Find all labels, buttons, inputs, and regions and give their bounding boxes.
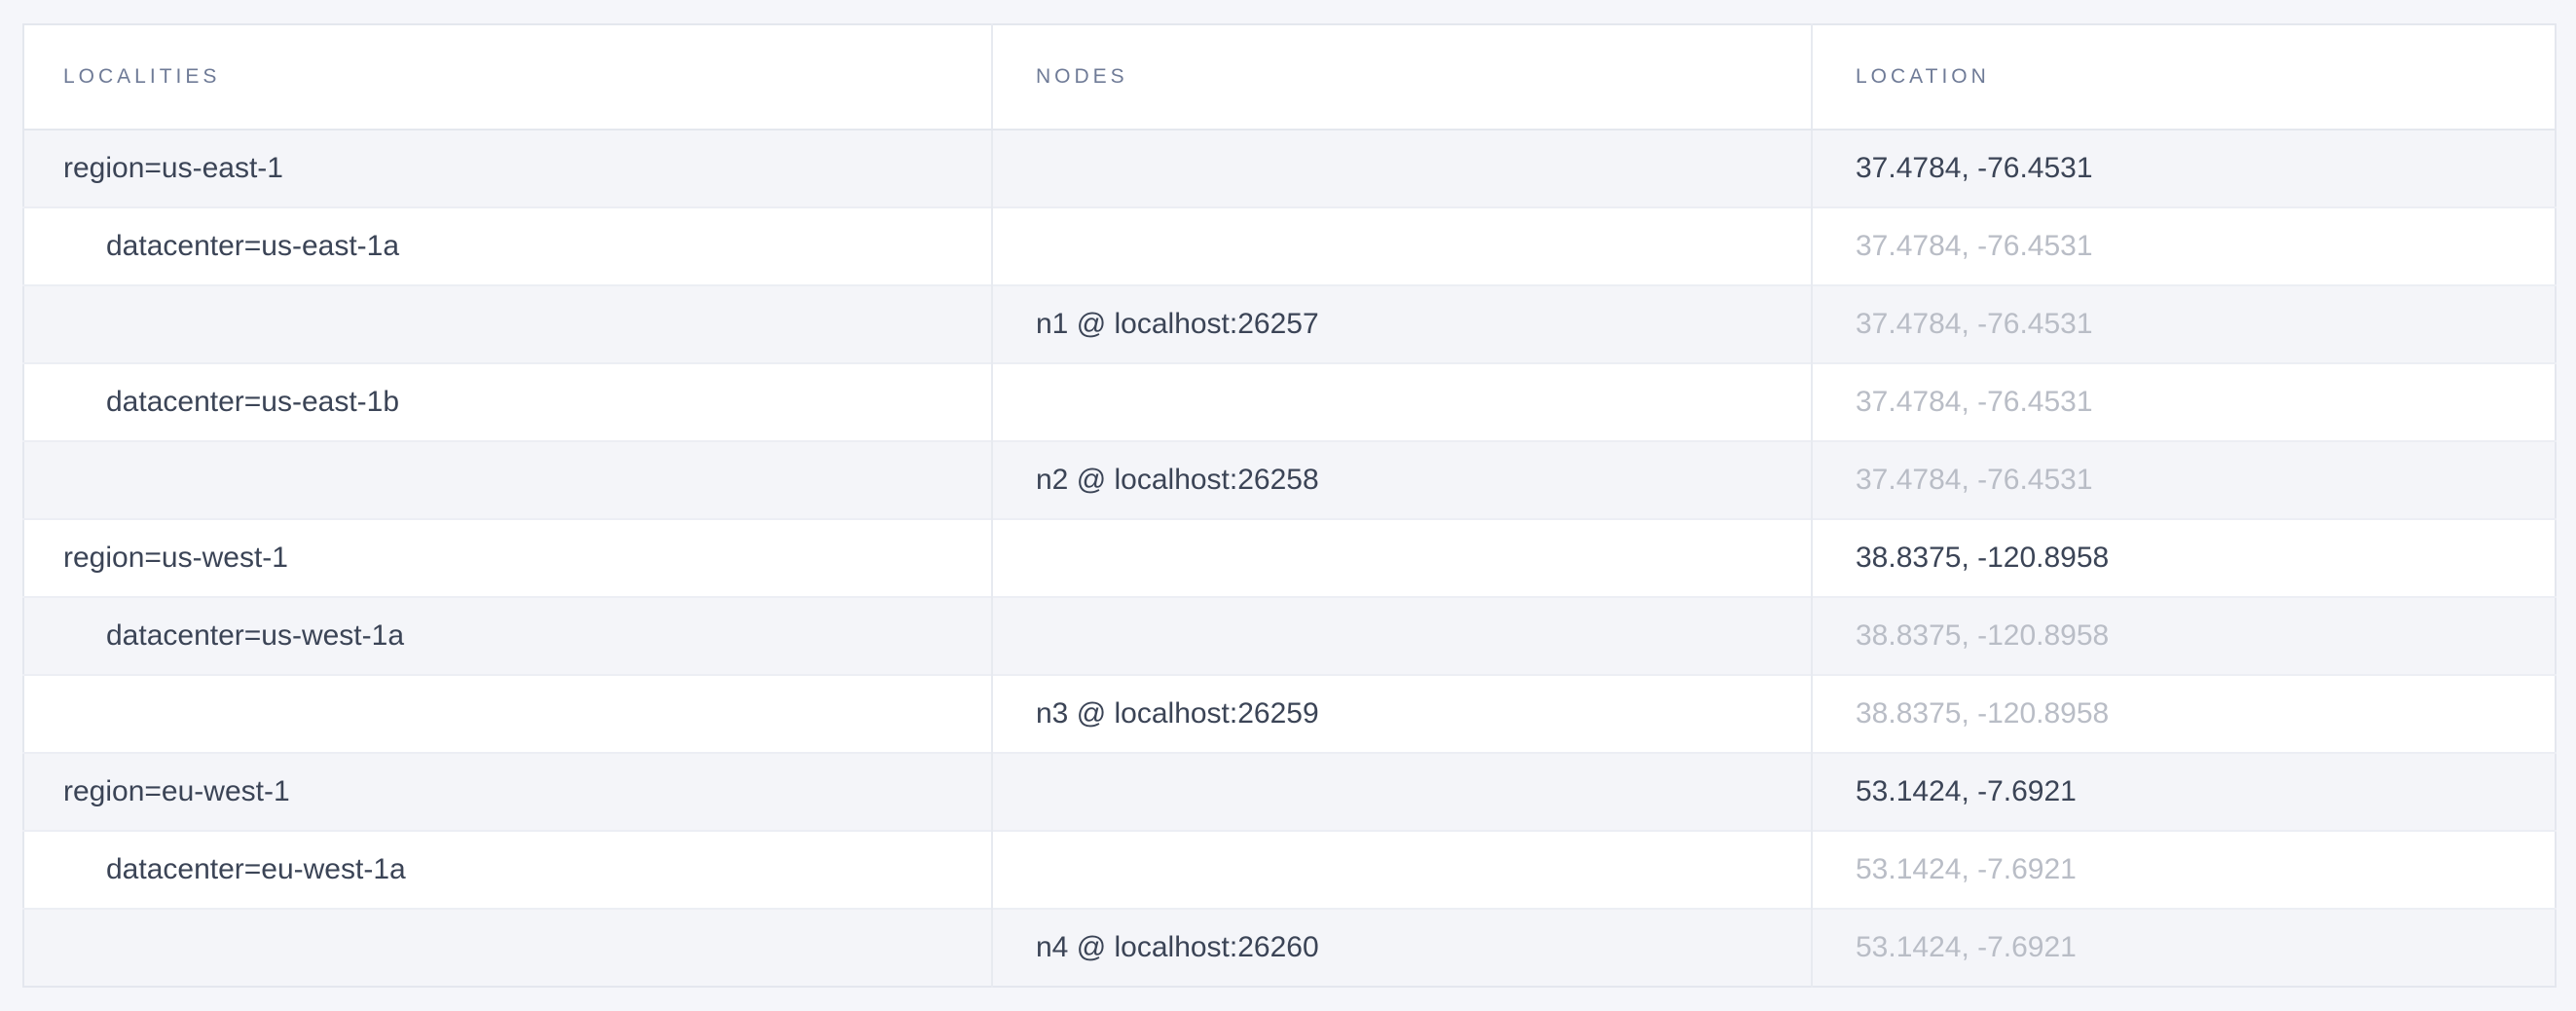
location-cell: 53.1424, -7.6921 bbox=[1811, 830, 2556, 909]
node-cell bbox=[991, 129, 1812, 207]
table-row: n2 @ localhost:26258 37.4784, -76.4531 bbox=[23, 440, 2556, 519]
header-row: LOCALITIES NODES LOCATION bbox=[23, 24, 2556, 131]
locality-cell: region=us-east-1 bbox=[23, 129, 992, 207]
locality-cell bbox=[23, 284, 992, 363]
locality-cell: region=eu-west-1 bbox=[23, 752, 992, 831]
node-cell: n2 @ localhost:26258 bbox=[991, 440, 1812, 519]
localities-table: LOCALITIES NODES LOCATION region=us-east… bbox=[22, 23, 2557, 988]
table-row: n3 @ localhost:26259 38.8375, -120.8958 bbox=[23, 674, 2556, 753]
table-body: region=us-east-1 37.4784, -76.4531 datac… bbox=[23, 129, 2556, 987]
node-cell bbox=[991, 830, 1812, 909]
column-header-location: LOCATION bbox=[1811, 24, 2556, 131]
table-row: datacenter=us-west-1a 38.8375, -120.8958 bbox=[23, 596, 2556, 675]
locality-cell bbox=[23, 674, 992, 753]
location-cell: 53.1424, -7.6921 bbox=[1811, 908, 2556, 987]
node-cell: n4 @ localhost:26260 bbox=[991, 908, 1812, 987]
node-cell bbox=[991, 206, 1812, 285]
column-header-nodes: NODES bbox=[991, 24, 1812, 131]
node-cell: n3 @ localhost:26259 bbox=[991, 674, 1812, 753]
locality-cell bbox=[23, 440, 992, 519]
column-header-localities: LOCALITIES bbox=[23, 24, 992, 131]
node-cell bbox=[991, 596, 1812, 675]
location-cell: 37.4784, -76.4531 bbox=[1811, 284, 2556, 363]
node-cell: n1 @ localhost:26257 bbox=[991, 284, 1812, 363]
node-cell bbox=[991, 362, 1812, 441]
location-cell: 53.1424, -7.6921 bbox=[1811, 752, 2556, 831]
node-cell bbox=[991, 518, 1812, 597]
table-row: datacenter=us-east-1b 37.4784, -76.4531 bbox=[23, 362, 2556, 441]
localities-report: LOCALITIES NODES LOCATION region=us-east… bbox=[22, 23, 2557, 988]
location-cell: 37.4784, -76.4531 bbox=[1811, 362, 2556, 441]
table-row: region=us-east-1 37.4784, -76.4531 bbox=[23, 129, 2556, 207]
location-cell: 38.8375, -120.8958 bbox=[1811, 518, 2556, 597]
node-cell bbox=[991, 752, 1812, 831]
location-cell: 38.8375, -120.8958 bbox=[1811, 596, 2556, 675]
location-cell: 38.8375, -120.8958 bbox=[1811, 674, 2556, 753]
table-header: LOCALITIES NODES LOCATION bbox=[23, 24, 2556, 131]
table-row: region=us-west-1 38.8375, -120.8958 bbox=[23, 518, 2556, 597]
locality-cell: datacenter=us-east-1a bbox=[23, 206, 992, 285]
table-row: datacenter=us-east-1a 37.4784, -76.4531 bbox=[23, 206, 2556, 285]
locality-cell bbox=[23, 908, 992, 987]
table-row: n1 @ localhost:26257 37.4784, -76.4531 bbox=[23, 284, 2556, 363]
location-cell: 37.4784, -76.4531 bbox=[1811, 206, 2556, 285]
locality-cell: datacenter=us-east-1b bbox=[23, 362, 992, 441]
table-row: region=eu-west-1 53.1424, -7.6921 bbox=[23, 752, 2556, 831]
table-row: datacenter=eu-west-1a 53.1424, -7.6921 bbox=[23, 830, 2556, 909]
location-cell: 37.4784, -76.4531 bbox=[1811, 440, 2556, 519]
location-cell: 37.4784, -76.4531 bbox=[1811, 129, 2556, 207]
locality-cell: datacenter=us-west-1a bbox=[23, 596, 992, 675]
table-row: n4 @ localhost:26260 53.1424, -7.6921 bbox=[23, 908, 2556, 987]
locality-cell: region=us-west-1 bbox=[23, 518, 992, 597]
locality-cell: datacenter=eu-west-1a bbox=[23, 830, 992, 909]
